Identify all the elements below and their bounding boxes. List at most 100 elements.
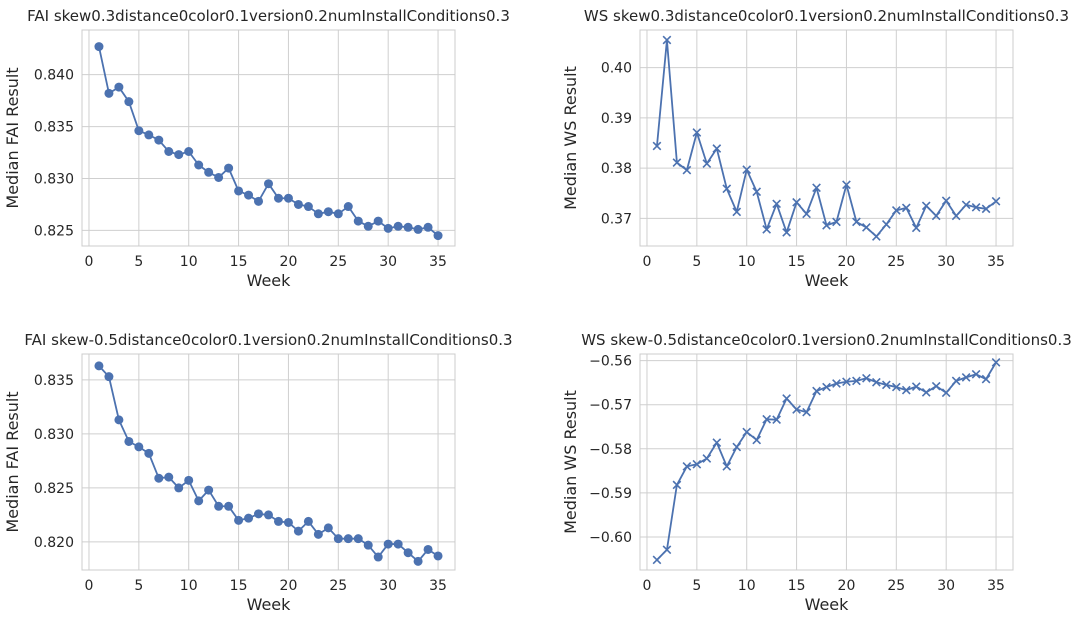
x-axis-label: Week	[805, 595, 850, 614]
data-point	[971, 202, 981, 212]
data-point	[234, 186, 244, 196]
data-point	[264, 510, 273, 520]
data-point	[941, 388, 951, 398]
data-point	[852, 376, 861, 386]
data-point	[732, 207, 742, 217]
data-point	[881, 220, 891, 229]
data-point	[174, 483, 184, 493]
x-tick-label: 35	[987, 254, 1005, 270]
data-point	[423, 222, 433, 232]
data-point	[124, 436, 134, 446]
data-point	[951, 376, 961, 386]
data-point	[772, 199, 781, 209]
x-tick-label: 20	[838, 578, 856, 594]
data-point	[742, 427, 752, 437]
y-tick-label: 0.38	[601, 161, 632, 177]
x-tick-label: 25	[887, 254, 905, 270]
data-point	[234, 515, 244, 525]
data-point	[921, 387, 931, 397]
data-point	[931, 381, 941, 391]
data-point	[931, 211, 941, 221]
chart-title: WS skew-0.5distance0color0.1version0.2nu…	[581, 331, 1072, 349]
x-axis-label: Week	[247, 271, 292, 290]
data-point	[762, 225, 772, 234]
x-tick-label: 35	[429, 254, 447, 270]
x-tick-label: 15	[788, 578, 806, 594]
data-point	[104, 88, 114, 98]
data-point	[154, 473, 164, 483]
data-point	[184, 147, 194, 156]
data-point	[722, 462, 732, 471]
data-point	[283, 193, 293, 203]
data-point	[842, 180, 851, 190]
chart-panel-3: 0 5 10 15 20 25 30 35 0.820 0.825 0.830 0.835 FAI sk…	[3, 331, 513, 614]
data-point	[224, 163, 234, 173]
data-point	[842, 377, 851, 387]
y-tick-label: 0.40	[601, 61, 632, 77]
y-tick-label: 0.840	[34, 68, 74, 84]
data-point	[981, 374, 991, 384]
data-point	[204, 485, 214, 495]
data-point	[961, 372, 971, 382]
chart-panel-1: 0 5 10 15 20 25 30 35 0.825 0.830 0.835 0.840 FAI sk…	[3, 7, 510, 290]
data-point	[911, 382, 921, 391]
data-point	[921, 201, 931, 211]
data-point	[862, 373, 871, 383]
x-tick-label: 30	[379, 578, 397, 594]
data-point	[214, 501, 224, 511]
data-point	[941, 196, 951, 206]
data-point	[194, 496, 204, 506]
data-point	[413, 224, 423, 234]
x-tick-label: 5	[692, 254, 701, 270]
data-point	[891, 205, 901, 215]
x-tick-label: 15	[230, 254, 248, 270]
x-tick-label: 35	[429, 578, 447, 594]
data-point	[712, 438, 722, 447]
data-point	[323, 523, 333, 533]
chart-title: FAI skew-0.5distance0color0.1version0.2n…	[24, 331, 512, 349]
data-point	[951, 211, 961, 221]
data-point	[194, 160, 204, 170]
data-point	[881, 380, 891, 390]
data-point	[722, 184, 732, 194]
data-point	[652, 555, 662, 565]
data-point	[822, 221, 831, 230]
data-point	[373, 552, 383, 562]
data-point	[393, 539, 403, 549]
data-point	[333, 209, 343, 219]
data-point	[244, 190, 254, 200]
chart-title: FAI skew0.3distance0color0.1version0.2nu…	[27, 7, 510, 25]
data-point	[732, 442, 742, 452]
data-point	[702, 454, 712, 463]
data-point	[662, 545, 672, 555]
y-tick-label: 0.39	[601, 111, 632, 127]
y-tick-label: 0.835	[34, 120, 74, 136]
y-tick-label: 0.825	[34, 481, 74, 497]
data-point	[981, 204, 991, 214]
data-point	[862, 223, 871, 232]
data-point	[134, 126, 144, 136]
x-tick-label: 5	[134, 254, 143, 270]
data-point	[154, 135, 164, 145]
data-point	[433, 231, 443, 241]
data-point	[712, 144, 722, 153]
y-tick-label: −0.57	[589, 398, 632, 414]
data-point	[961, 200, 971, 210]
data-point	[812, 183, 821, 193]
data-point	[782, 394, 791, 403]
y-tick-label: −0.60	[589, 530, 632, 546]
data-point	[423, 544, 433, 554]
y-axis-label: Median WS Result	[561, 390, 580, 534]
data-point	[353, 216, 363, 226]
x-tick-label: 15	[788, 254, 806, 270]
y-tick-label: 0.835	[34, 373, 74, 389]
data-point	[812, 386, 821, 396]
x-tick-label: 25	[887, 578, 905, 594]
data-point	[662, 35, 672, 45]
data-point	[144, 448, 154, 458]
plot-frame	[639, 353, 1014, 571]
y-tick-label: −0.58	[589, 442, 632, 458]
data-point	[672, 480, 682, 490]
y-axis-label: Median FAI Result	[3, 391, 22, 532]
